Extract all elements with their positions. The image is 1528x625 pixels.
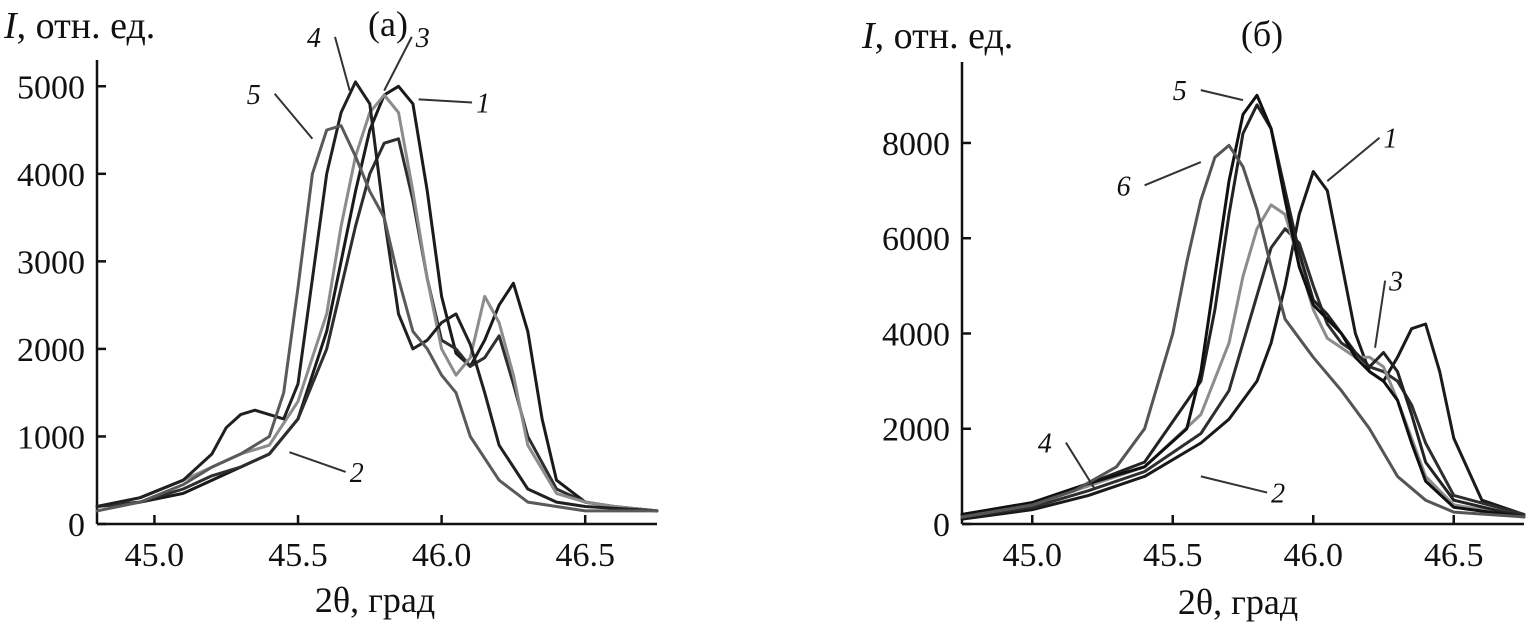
x-tick-label: 45.5 (1143, 537, 1203, 574)
curve-label: 3 (1388, 267, 1403, 298)
curve-label-pointer (418, 98, 473, 104)
curve-label-pointer (1200, 89, 1244, 102)
x-tick-label: 46.0 (1284, 537, 1344, 574)
y-tick-label: 0 (933, 507, 950, 544)
plot-panel-a: 0 1000 2000 3000 4000 5000 45.0 45.5 46.0 46.5 5 4 3… (17, 23, 659, 574)
curve-label-pointer (1200, 475, 1268, 494)
series-line-2 (95, 137, 659, 513)
curve-label: 2 (350, 458, 364, 489)
curve-label-pointer (1326, 136, 1381, 182)
y-tick-label: 0 (68, 507, 85, 544)
curve-label-pointer (334, 36, 351, 91)
y-tick-label: 4000 (882, 316, 950, 353)
panel-label-a: (а) (368, 4, 408, 44)
curve-label: 4 (1038, 429, 1052, 460)
y-tick-label: 5000 (17, 69, 85, 106)
panel-label-b: (б) (1241, 14, 1283, 54)
x-tick-label: 45.0 (1003, 537, 1063, 574)
y-tick-label: 3000 (17, 244, 85, 281)
x-tick-label: 45.5 (268, 537, 328, 574)
x-tick-label: 46.0 (412, 537, 472, 574)
y-tick-label: 4000 (17, 157, 85, 194)
curve-label-pointer (273, 93, 314, 140)
x-axis-label-a: 2θ, град (315, 580, 435, 620)
y-axis-label-b: I, отн. ед. (861, 15, 1013, 57)
curve-label: 5 (247, 80, 261, 111)
y-tick-label: 2000 (17, 332, 85, 369)
y-tick-label: 8000 (882, 126, 950, 163)
series-line-5 (960, 93, 1526, 519)
series-line-5 (95, 124, 659, 513)
x-axis-label-b: 2θ, град (1178, 582, 1298, 622)
curve-label-pointer (1065, 442, 1095, 489)
series-line-1 (960, 170, 1526, 521)
curve-label: 1 (1384, 124, 1398, 155)
curve-label: 4 (307, 23, 321, 54)
curve-label: 5 (1173, 76, 1187, 107)
curve-label-pointer (383, 36, 413, 92)
y-axis-label-units-b: , отн. ед. (875, 15, 1014, 57)
y-axis-label-symbol-a: I (3, 5, 19, 47)
curve-label: 6 (1117, 171, 1131, 202)
x-tick-label: 46.5 (1424, 537, 1484, 574)
y-axis-label-units-a: , отн. ед. (17, 5, 156, 47)
y-tick-label: 6000 (882, 221, 950, 258)
plot-panel-b: 0 2000 4000 6000 8000 45.0 45.5 46.0 46.5 5 6 1 3 4 2 (882, 62, 1526, 574)
curve-label-pointer (1144, 161, 1202, 187)
x-tick-label: 46.5 (555, 537, 615, 574)
y-tick-label: 2000 (882, 412, 950, 449)
x-tick-label: 45.0 (125, 537, 185, 574)
series-line-4 (95, 80, 659, 513)
y-axis-label-symbol-b: I (861, 15, 877, 57)
curve-label: 1 (476, 89, 490, 120)
curve-label: 3 (415, 23, 430, 54)
y-axis-label-a: I, отн. ед. (3, 5, 155, 47)
series-line-6 (960, 143, 1526, 519)
curve-label-pointer (1374, 280, 1387, 348)
curve-label-pointer (289, 451, 347, 473)
series-line-4 (960, 103, 1526, 519)
curve-label: 2 (1271, 479, 1285, 510)
y-tick-label: 1000 (17, 419, 85, 456)
